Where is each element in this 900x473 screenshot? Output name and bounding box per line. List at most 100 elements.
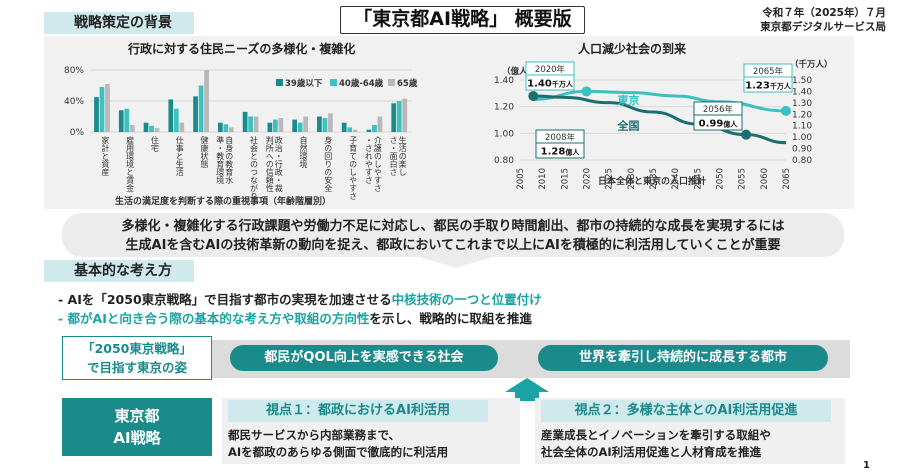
viewpoint-1-line-2: AIを都政のあらゆる側面で徹底的に利活用 xyxy=(228,445,449,459)
bar xyxy=(228,127,234,132)
right-tick-label: 1.40 xyxy=(792,87,812,97)
bar xyxy=(328,113,333,132)
x-tick-label: 2050 xyxy=(716,168,726,190)
category-label: 生活の楽しさ・面白さ xyxy=(389,135,407,176)
vision-label-line-1: 「2050東京戦略」 xyxy=(82,341,192,356)
x-tick-label: 2020 xyxy=(583,168,593,190)
tokyo-series-label: 東京 xyxy=(618,93,640,107)
x-tick-label: 2065 xyxy=(782,168,792,190)
category-label: 健康状態 xyxy=(200,135,209,168)
y-tick-label: 80% xyxy=(64,66,84,76)
data-point-marker xyxy=(781,105,791,116)
left-tick-label: 0.80 xyxy=(494,156,514,166)
right-axis-title: （千万人） xyxy=(790,59,833,70)
tokyo-line xyxy=(533,89,787,113)
x-tick-label: 2040 xyxy=(671,168,681,190)
ai-strategy-line-1: 東京都 xyxy=(114,407,160,425)
bar xyxy=(347,127,353,132)
category-label: 介護のしやすさ・されやすさ xyxy=(364,136,382,192)
y-tick-label: 0% xyxy=(70,128,85,138)
bar xyxy=(391,103,397,132)
annotation-value-box xyxy=(525,74,575,91)
bar xyxy=(377,116,383,132)
annotation-year: 2056年 xyxy=(703,104,734,115)
viewpoint-1-body: 都民サービスから内部業務まで、 AIを都政のあらゆる側面で徹底的に利活用 xyxy=(228,427,448,461)
category-label: 雇用環境と賃金 xyxy=(126,135,135,192)
needs-bar-chart: 0% 40% 80% 家計と資産 雇用環境と賃金 住宅 仕事と生活 健康状態 自身の教育水準・教… xyxy=(64,66,418,207)
x-tick-label: 2035 xyxy=(649,168,659,190)
right-tick-label: 1.50 xyxy=(792,76,812,86)
bar xyxy=(105,83,110,132)
bar xyxy=(193,96,198,132)
category-label: 仕事と生活 xyxy=(175,135,184,177)
bar xyxy=(168,99,174,132)
bar xyxy=(402,98,408,132)
header-meta: 令和７年（2025年）７月 東京都デジタルサービス局 xyxy=(760,6,886,34)
bullet-2-text: を示し、戦略的に取組を推進 xyxy=(369,311,532,326)
viewpoint-1-title: 視点１：都政におけるAI利活用 xyxy=(228,400,488,422)
x-tick-label: 2015 xyxy=(560,168,570,190)
data-point-marker xyxy=(581,86,592,97)
needs-chart-title: 行政に対する住民ニーズの多様化・複雑化 xyxy=(128,42,356,56)
category-label: 自身の教育水準・教育環境 xyxy=(216,135,234,185)
publish-date: 令和７年（2025年）７月 xyxy=(762,7,886,19)
viewpoint-2-title: 視点２：多様な主体とのAI利活用促進 xyxy=(541,400,831,422)
bar xyxy=(372,125,377,132)
right-tick-label: 1.30 xyxy=(792,99,812,109)
viewpoint-2-body: 産業成長とイノベーションを牽引する取組や 社会全体のAI利活用促進と人材育成を推… xyxy=(541,427,771,461)
bar xyxy=(204,70,209,132)
bar xyxy=(173,108,179,132)
bar xyxy=(217,122,223,132)
category-label: 子育てのしやすさ xyxy=(349,136,358,200)
annotation-value: 0.99億人 xyxy=(699,119,739,130)
bullet-1-highlight: 中核技術の一つと位置付け xyxy=(391,292,542,307)
viewpoint-2-line-2: 社会全体のAI利活用促進と人材育成を推進 xyxy=(541,445,762,459)
x-tick-label: 2025 xyxy=(605,168,615,190)
bar xyxy=(366,129,372,132)
x-axis-title: 日本全体と東京の人口推計 xyxy=(598,175,706,187)
legend-swatch xyxy=(330,79,337,86)
lead-line-1: 多様化・複雑化する行政課題や労働力不足に対応し、都民の手取り時間創出、都市の持続… xyxy=(121,219,785,234)
bar xyxy=(317,116,322,132)
bar xyxy=(94,97,99,132)
legend-swatch xyxy=(388,79,395,86)
bar xyxy=(253,116,259,132)
x-tick-label: 2030 xyxy=(627,168,637,190)
bar xyxy=(322,118,328,132)
left-axis-title: （億人） xyxy=(502,66,536,77)
right-tick-label: 1.20 xyxy=(792,110,812,120)
right-tick-label: 1.00 xyxy=(792,133,812,143)
lead-line-2: 生成AIを含むAIの技術革新の動向を捉え、都政においてこれまで以上にAIを積極的… xyxy=(125,238,781,253)
down-arrow-icon xyxy=(416,256,496,268)
right-tick-label: 0.80 xyxy=(792,156,812,166)
bar xyxy=(124,108,130,132)
right-tick-label: 0.90 xyxy=(792,145,812,155)
bullet-1: - AIを「2050東京戦略」で目指す都市の実現を加速させる中核技術の一つと位置… xyxy=(58,290,542,309)
left-tick-label: 1.00 xyxy=(494,129,514,139)
bullet-1-text: - AIを「2050東京戦略」で目指す都市の実現を加速させる xyxy=(58,292,392,307)
bar xyxy=(267,122,273,132)
up-arrow-shaft xyxy=(515,391,539,401)
category-label: 身の回りの安全 xyxy=(324,135,333,192)
annotation-value-box xyxy=(693,114,743,131)
vision-label-line-2: で目指す東京の姿 xyxy=(86,360,187,375)
x-tick-label: 2005 xyxy=(516,168,526,190)
section-background-label: 戦略策定の背景 xyxy=(44,12,194,34)
bar xyxy=(278,118,284,132)
right-tick-label: 1.10 xyxy=(792,122,812,132)
left-tick-label: 1.40 xyxy=(494,76,514,86)
bar xyxy=(396,101,402,132)
annotation-value-box xyxy=(535,142,585,159)
bar xyxy=(223,124,229,132)
annotation-value: 1.28億人 xyxy=(541,147,581,158)
bar xyxy=(99,87,105,132)
bar xyxy=(248,116,253,132)
legend-label: 40歳-64歳 xyxy=(339,78,384,89)
category-label: 家計と資産 xyxy=(101,135,110,177)
annotation-value-box xyxy=(743,76,793,93)
y-tick-label: 40% xyxy=(64,97,84,107)
annotation-value: 1.40千万人 xyxy=(527,79,574,90)
population-line-chart: （億人）（千万人）0.801.001.201.400.800.901.001.1… xyxy=(494,59,833,190)
legend-label: 65歳以上 xyxy=(397,78,418,89)
x-tick-label: 2060 xyxy=(760,168,770,190)
